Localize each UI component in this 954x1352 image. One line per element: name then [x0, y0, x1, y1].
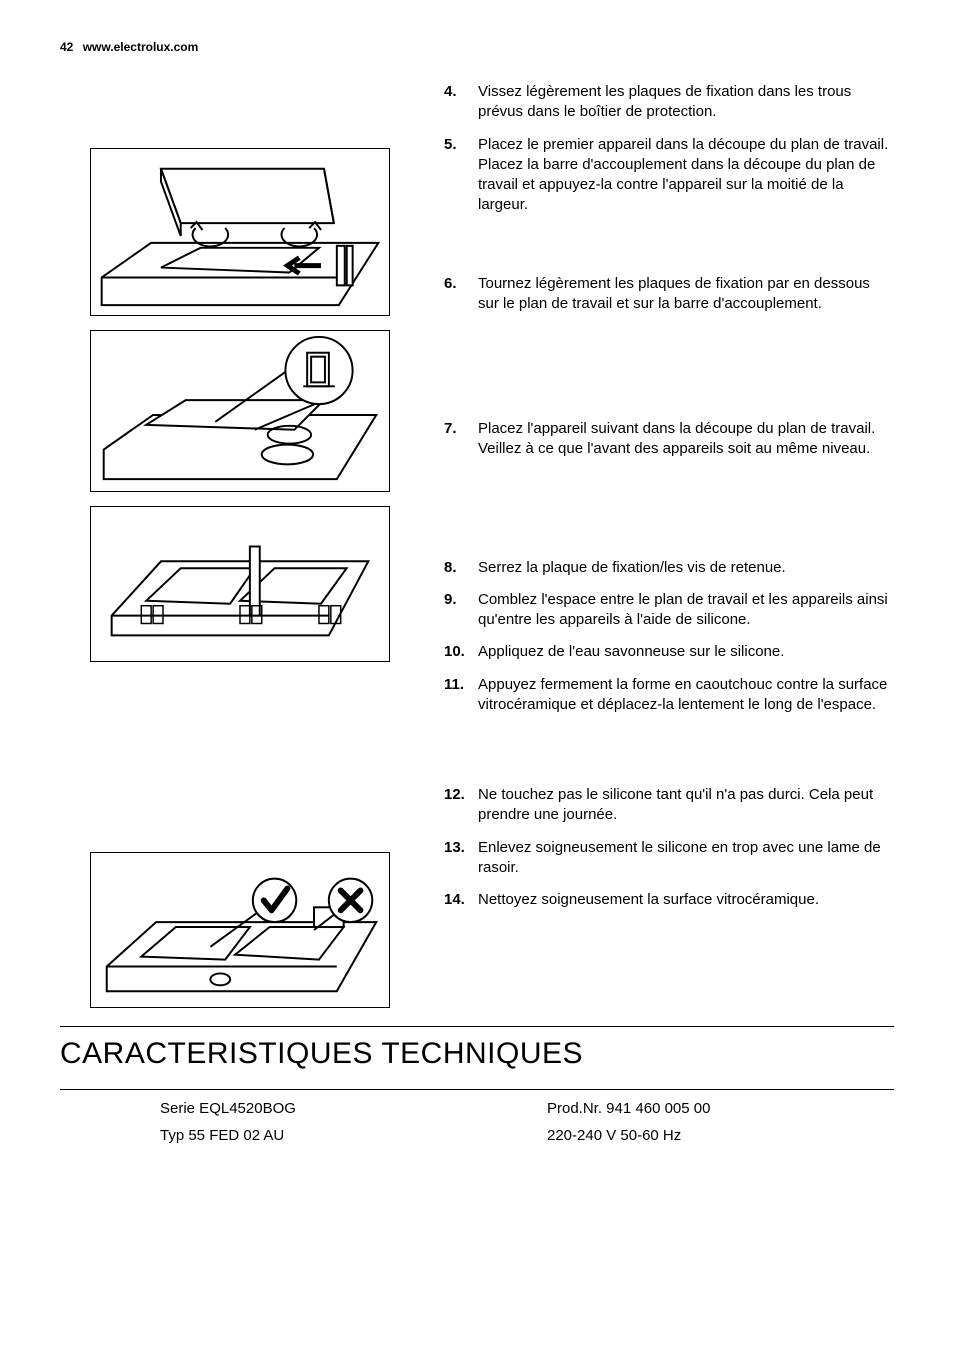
step-item: 13. Enlevez soigneusement le silicone en…	[444, 838, 894, 879]
spec-block: Serie EQL4520BOG Typ 55 FED 02 AU Prod.N…	[60, 1100, 894, 1154]
figure-alignment-check	[90, 852, 390, 1008]
page-header: 42 www.electrolux.com	[60, 40, 894, 54]
step-number: 12.	[444, 785, 478, 826]
step-text: Appliquez de l'eau savonneuse sur le sil…	[478, 642, 894, 662]
spec-col-right: Prod.Nr. 941 460 005 00 220-240 V 50-60 …	[547, 1100, 894, 1154]
step-item: 4. Vissez légèrement les plaques de fixa…	[444, 82, 894, 123]
step-number: 9.	[444, 590, 478, 631]
step-text: Serrez la plaque de fixation/les vis de …	[478, 558, 894, 578]
step-text: Nettoyez soigneusement la surface vitroc…	[478, 890, 894, 910]
step-number: 6.	[444, 274, 478, 315]
step-item: 8. Serrez la plaque de fixation/les vis …	[444, 558, 894, 578]
spec-line: Prod.Nr. 941 460 005 00	[547, 1100, 894, 1117]
step-number: 7.	[444, 419, 478, 460]
figures-column	[60, 82, 420, 1008]
step-item: 5. Placez le premier appareil dans la dé…	[444, 135, 894, 216]
step-number: 13.	[444, 838, 478, 879]
step-item: 12. Ne touchez pas le silicone tant qu'i…	[444, 785, 894, 826]
step-item: 7. Placez l'appareil suivant dans la déc…	[444, 419, 894, 460]
step-item: 6. Tournez légèrement les plaques de fix…	[444, 274, 894, 315]
step-text: Enlevez soigneusement le silicone en tro…	[478, 838, 894, 879]
figure-fixation-detail	[90, 330, 390, 492]
section-divider	[60, 1026, 894, 1027]
step-text: Vissez légèrement les plaques de fixatio…	[478, 82, 894, 123]
header-url: www.electrolux.com	[83, 40, 199, 54]
step-text: Comblez l'espace entre le plan de travai…	[478, 590, 894, 631]
step-number: 11.	[444, 675, 478, 716]
spec-line: 220-240 V 50-60 Hz	[547, 1127, 894, 1144]
step-number: 4.	[444, 82, 478, 123]
section-title: CARACTERISTIQUES TECHNIQUES	[60, 1037, 894, 1071]
spec-col-left: Serie EQL4520BOG Typ 55 FED 02 AU	[160, 1100, 507, 1154]
steps-column: 4. Vissez légèrement les plaques de fixa…	[444, 82, 894, 1008]
page-number: 42	[60, 40, 73, 54]
step-text: Ne touchez pas le silicone tant qu'il n'…	[478, 785, 894, 826]
step-text: Tournez légèrement les plaques de fixati…	[478, 274, 894, 315]
spec-line: Serie EQL4520BOG	[160, 1100, 507, 1117]
step-item: 11. Appuyez fermement la forme en caoutc…	[444, 675, 894, 716]
figure-underside-clips	[90, 506, 390, 662]
step-number: 8.	[444, 558, 478, 578]
spec-divider	[60, 1089, 894, 1090]
step-number: 14.	[444, 890, 478, 910]
step-item: 9. Comblez l'espace entre le plan de tra…	[444, 590, 894, 631]
content-columns: 4. Vissez légèrement les plaques de fixa…	[60, 82, 894, 1008]
step-number: 10.	[444, 642, 478, 662]
spec-line: Typ 55 FED 02 AU	[160, 1127, 507, 1144]
step-item: 10. Appliquez de l'eau savonneuse sur le…	[444, 642, 894, 662]
step-text: Placez le premier appareil dans la décou…	[478, 135, 894, 216]
step-item: 14. Nettoyez soigneusement la surface vi…	[444, 890, 894, 910]
figure-install-tilt	[90, 148, 390, 316]
page: 42 www.electrolux.com	[0, 0, 954, 1352]
step-text: Placez l'appareil suivant dans la découp…	[478, 419, 894, 460]
steps-list: 4. Vissez légèrement les plaques de fixa…	[444, 82, 894, 910]
step-text: Appuyez fermement la forme en caoutchouc…	[478, 675, 894, 716]
step-number: 5.	[444, 135, 478, 216]
